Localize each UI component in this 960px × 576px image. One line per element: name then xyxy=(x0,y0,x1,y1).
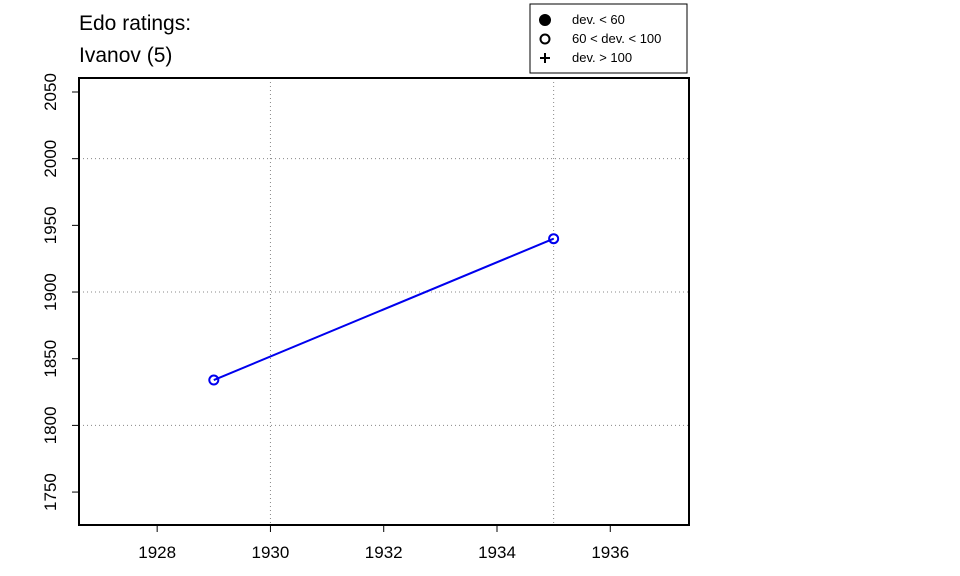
legend-label: dev. < 60 xyxy=(572,12,625,27)
y-tick-label: 2050 xyxy=(41,73,60,111)
legend-box xyxy=(529,3,688,74)
data-point xyxy=(208,374,220,386)
x-tick-label: 1930 xyxy=(252,543,290,562)
y-tick-label: 1900 xyxy=(41,273,60,311)
y-tick-label: 2000 xyxy=(41,140,60,178)
legend-label: 60 < dev. < 100 xyxy=(572,31,661,46)
legend-marker xyxy=(539,33,551,45)
y-tick-label: 1850 xyxy=(41,340,60,378)
y-tick-label: 1950 xyxy=(41,206,60,244)
x-tick-label: 1934 xyxy=(478,543,516,562)
data-point xyxy=(548,233,560,245)
x-tick-label: 1928 xyxy=(138,543,176,562)
chart-title: Edo ratings: xyxy=(79,12,191,35)
y-tick-label: 1750 xyxy=(41,473,60,511)
x-tick-label: 1932 xyxy=(365,543,403,562)
legend-label: dev. > 100 xyxy=(572,50,632,65)
x-tick-label: 1936 xyxy=(591,543,629,562)
series-line xyxy=(213,237,555,381)
y-tick-label: 1800 xyxy=(41,406,60,444)
chart-subtitle: Ivanov (5) xyxy=(79,44,172,67)
plot-frame xyxy=(78,77,690,526)
legend-marker xyxy=(539,14,551,26)
legend-marker xyxy=(540,53,550,63)
